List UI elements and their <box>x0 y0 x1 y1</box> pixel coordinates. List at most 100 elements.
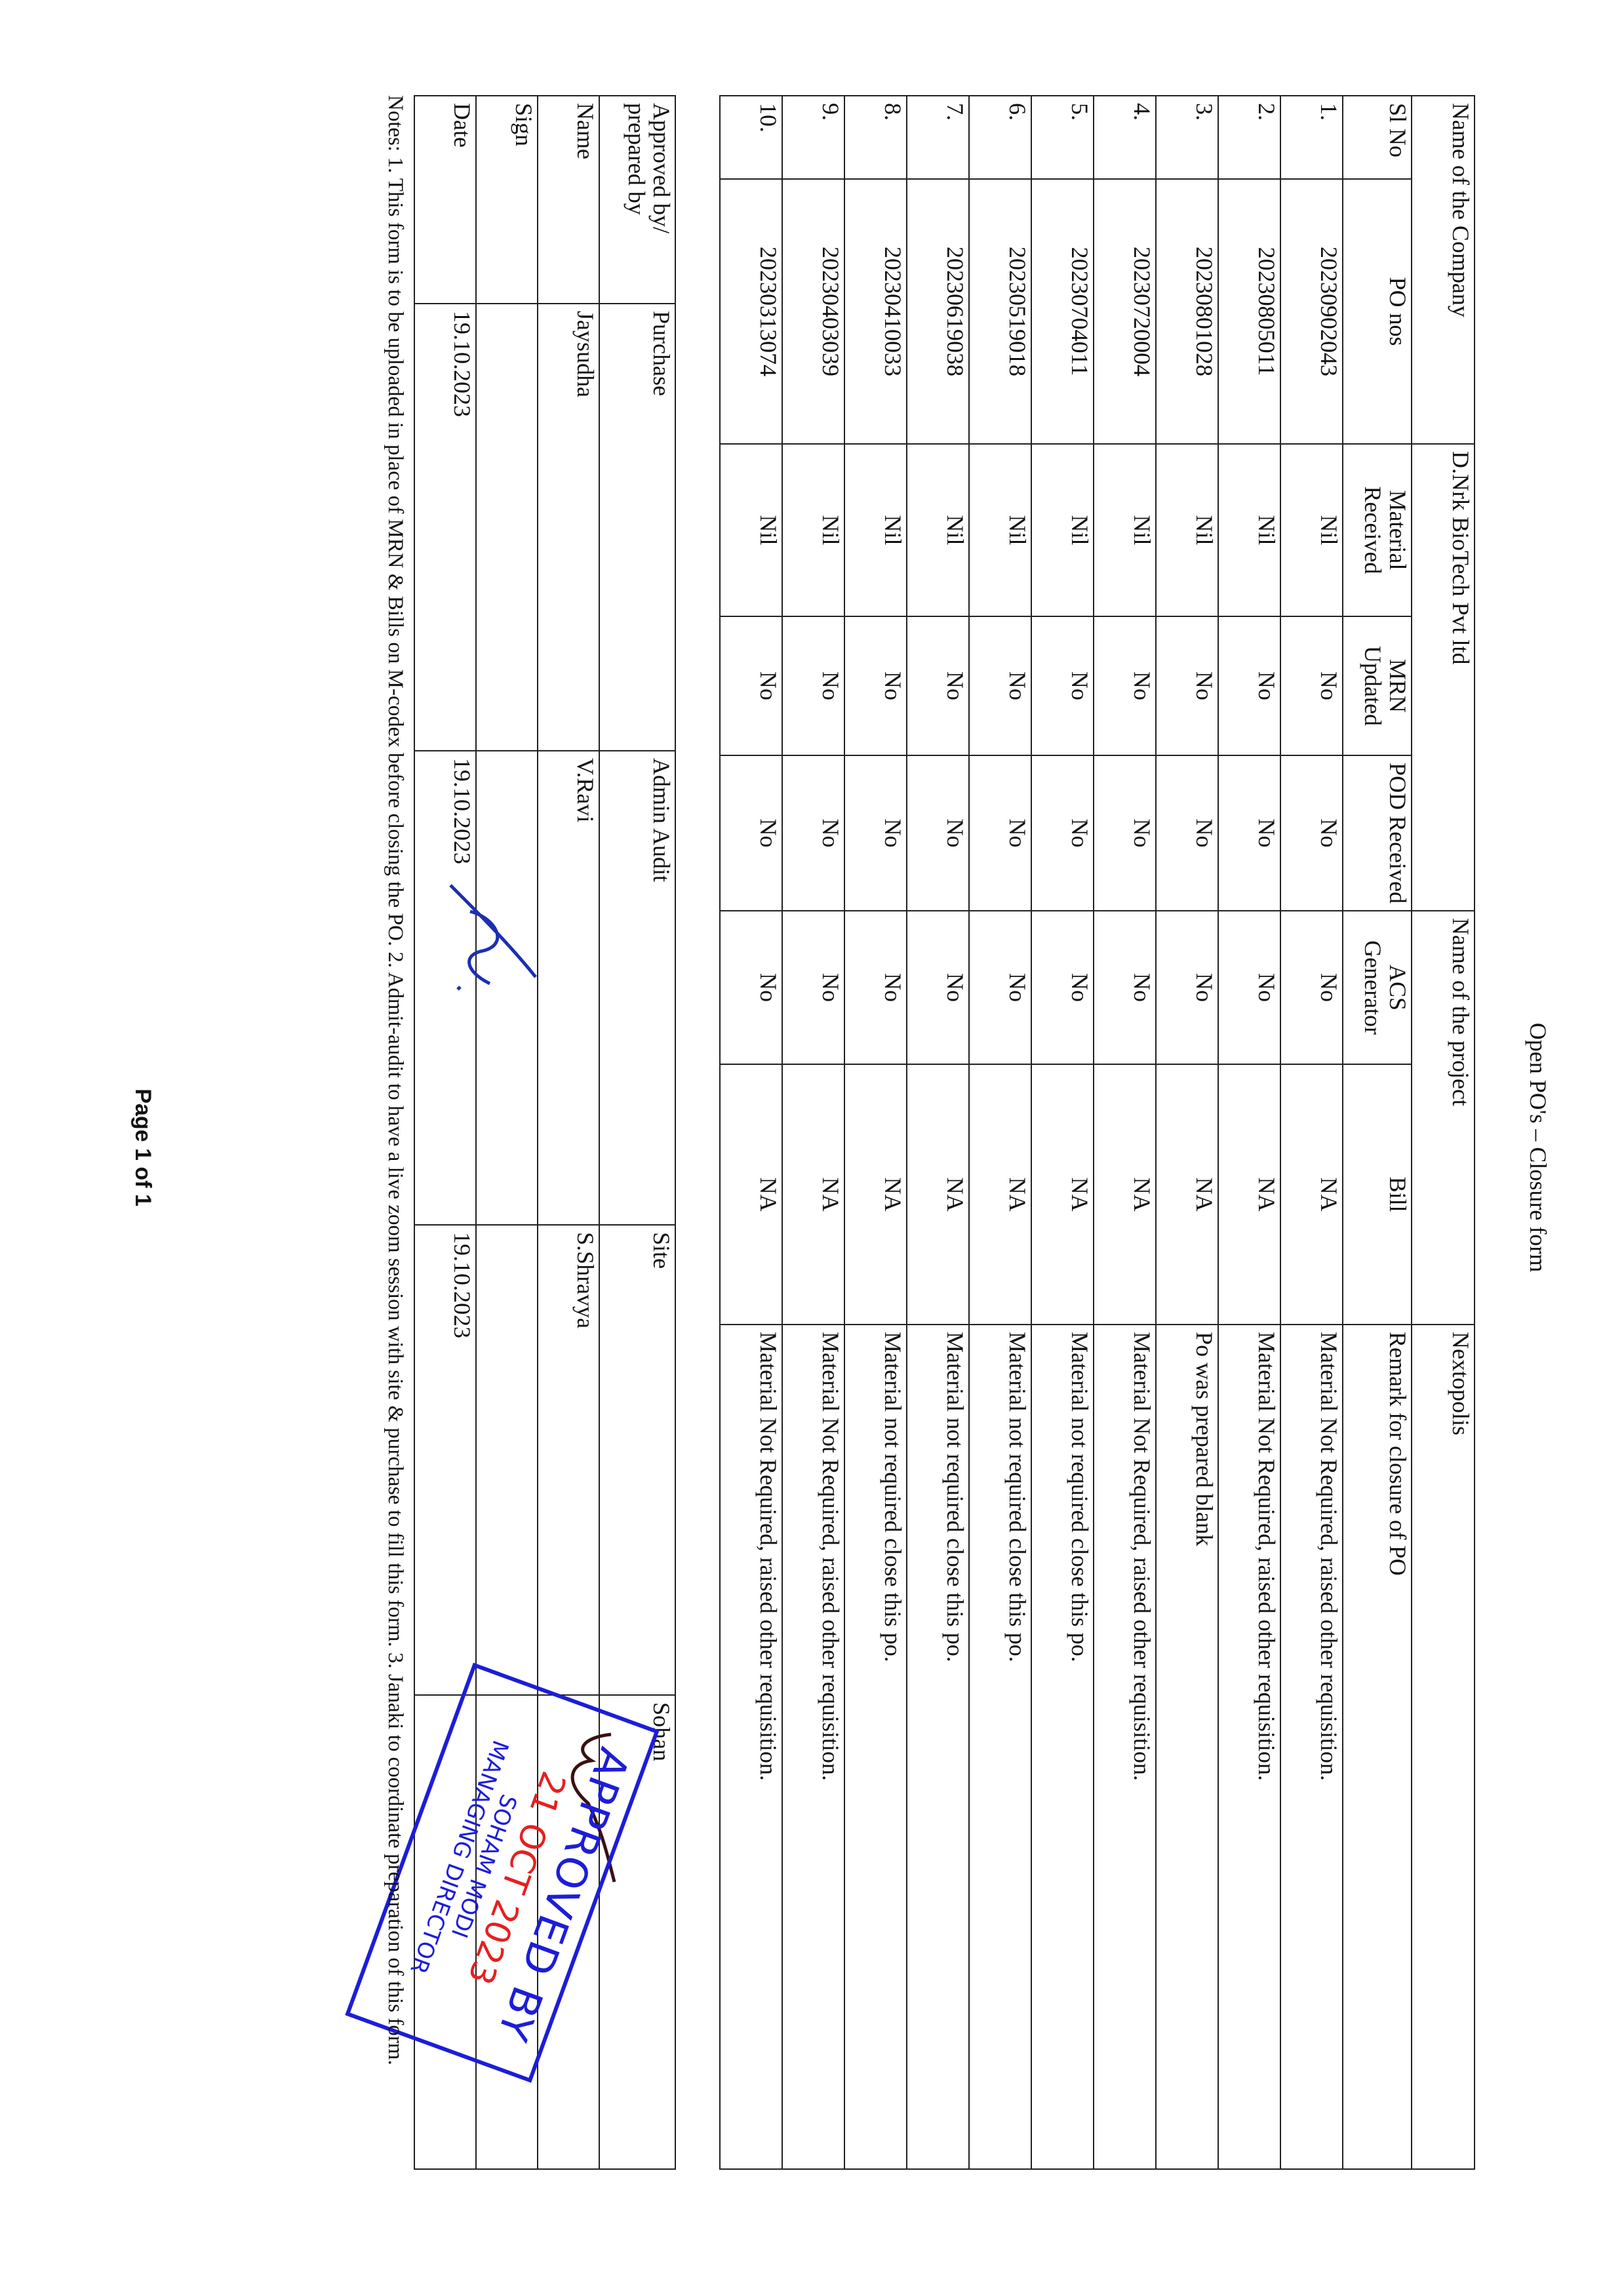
cell-po: 20230403039 <box>782 179 844 445</box>
col-header-po: PO nos <box>1343 179 1412 445</box>
cell-material: Nil <box>1280 444 1343 617</box>
table-row: 9. 20230403039 Nil No No No NA Material Not Req… <box>782 96 844 2170</box>
company-value: D.Nrk BioTech Pvt ltd <box>1412 444 1475 911</box>
col-header-sl: Sl No <box>1343 96 1412 179</box>
col-header-acs: ACS Generator <box>1343 911 1412 1065</box>
cell-pod: No <box>1094 755 1156 911</box>
table-row: 8. 20230410033 Nil No No No NA Material not req… <box>844 96 907 2170</box>
cell-po: 20230619038 <box>907 179 969 445</box>
cell-remark: Material not required close this po. <box>844 1325 907 2170</box>
date-label: Date <box>414 96 476 304</box>
col-header-remark: Remark for closure of PO <box>1343 1325 1412 2170</box>
cell-acs: No <box>1094 911 1156 1065</box>
table-row: 2. 20230805011 Nil No No No NA Material Not Req… <box>1218 96 1280 2170</box>
col-header-mrn: MRN Updated <box>1343 616 1412 756</box>
cell-remark: Material Not Required, raised other requ… <box>720 1325 782 2170</box>
cell-remark: Material not required close this po. <box>1031 1325 1094 2170</box>
page-number: Page 1 of 1 <box>130 1088 155 1207</box>
cell-acs: No <box>844 911 907 1065</box>
cell-material: Nil <box>782 444 844 617</box>
cell-po: 20230720004 <box>1094 179 1156 445</box>
role-admin-audit: Admin Audit <box>599 751 675 1225</box>
table-row: 3. 20230801028 Nil No No No NA Po was prepared … <box>1156 96 1218 2170</box>
date-site: 19.10.2023 <box>414 1225 476 1695</box>
admin-audit-signature <box>449 884 537 991</box>
cell-acs: No <box>1031 911 1094 1065</box>
cell-bill: NA <box>907 1064 969 1325</box>
cell-remark: Material Not Required, raised other requ… <box>1094 1325 1156 2170</box>
cell-bill: NA <box>1094 1064 1156 1325</box>
cell-acs: No <box>1218 911 1280 1065</box>
cell-pod: No <box>844 755 907 911</box>
cell-pod: No <box>969 755 1031 911</box>
cell-sl: 4. <box>1094 96 1156 179</box>
cell-remark: Po was prepared blank <box>1156 1325 1218 2170</box>
cell-material: Nil <box>1156 444 1218 617</box>
cell-mrn: No <box>1280 616 1343 756</box>
cell-mrn: No <box>782 616 844 756</box>
cell-acs: No <box>720 911 782 1065</box>
table-row: 10. 20230313074 Nil No No No NA Material Not Re… <box>720 96 782 2170</box>
cell-po: 20230801028 <box>1156 179 1218 445</box>
table-row: 7. 20230619038 Nil No No No NA Material not req… <box>907 96 969 2170</box>
cell-mrn: No <box>907 616 969 756</box>
cell-remark: Material not required close this po. <box>907 1325 969 2170</box>
name-purchase: Jaysudha <box>538 304 599 751</box>
cell-material: Nil <box>1094 444 1156 617</box>
cell-acs: No <box>969 911 1031 1065</box>
cell-material: Nil <box>844 444 907 617</box>
cell-material: Nil <box>720 444 782 617</box>
cell-material: Nil <box>969 444 1031 617</box>
cell-remark: Material Not Required, raised other requ… <box>782 1325 844 2170</box>
name-site: S.Shravya <box>538 1225 599 1695</box>
cell-sl: 9. <box>782 96 844 179</box>
cell-sl: 10. <box>720 96 782 179</box>
cell-sl: 3. <box>1156 96 1218 179</box>
cell-mrn: No <box>1031 616 1094 756</box>
cell-pod: No <box>720 755 782 911</box>
cell-material: Nil <box>1218 444 1280 617</box>
project-value: Nextopolis <box>1412 1325 1475 2170</box>
cell-pod: No <box>1218 755 1280 911</box>
cell-sl: 7. <box>907 96 969 179</box>
cell-pod: No <box>1280 755 1343 911</box>
table-row: 5. 20230704011 Nil No No No NA Material not req… <box>1031 96 1094 2170</box>
cell-pod: No <box>907 755 969 911</box>
cell-po: 20230704011 <box>1031 179 1094 445</box>
cell-bill: NA <box>782 1064 844 1325</box>
project-label: Name of the project <box>1412 911 1475 1325</box>
col-header-pod: POD Received <box>1343 755 1412 911</box>
date-purchase: 19.10.2023 <box>414 304 476 751</box>
cell-material: Nil <box>1031 444 1094 617</box>
cell-mrn: No <box>1094 616 1156 756</box>
name-label: Name <box>538 96 599 304</box>
form-title: Open PO's – Closure form <box>1525 1022 1551 1273</box>
po-table: Name of the Company D.Nrk BioTech Pvt lt… <box>719 95 1475 2170</box>
cell-pod: No <box>1031 755 1094 911</box>
notes: Notes: 1. This form is to be uploaded in… <box>384 95 407 2066</box>
cell-remark: Material not required close this po. <box>969 1325 1031 2170</box>
cell-remark: Material Not Required, raised other requ… <box>1218 1325 1280 2170</box>
cell-bill: NA <box>1280 1064 1343 1325</box>
cell-sl: 2. <box>1218 96 1280 179</box>
cell-bill: NA <box>1031 1064 1094 1325</box>
cell-mrn: No <box>844 616 907 756</box>
sign-purchase <box>476 304 538 751</box>
table-row: 1. 20230902043 Nil No No No NA Material Not Req… <box>1280 96 1343 2170</box>
approved-by-label: Approved by/ prepared by <box>599 96 675 304</box>
sohan-signature <box>570 1732 616 1883</box>
cell-sl: 5. <box>1031 96 1094 179</box>
cell-pod: No <box>782 755 844 911</box>
sign-label: Sign <box>476 96 538 304</box>
cell-bill: NA <box>1156 1064 1218 1325</box>
col-header-bill: Bill <box>1343 1064 1412 1325</box>
cell-po: 20230902043 <box>1280 179 1343 445</box>
cell-mrn: No <box>1156 616 1218 756</box>
sign-site <box>476 1225 538 1695</box>
cell-bill: NA <box>720 1064 782 1325</box>
cell-bill: NA <box>969 1064 1031 1325</box>
cell-po: 20230313074 <box>720 179 782 445</box>
table-row: 6. 20230519018 Nil No No No NA Material not req… <box>969 96 1031 2170</box>
cell-acs: No <box>1280 911 1343 1065</box>
